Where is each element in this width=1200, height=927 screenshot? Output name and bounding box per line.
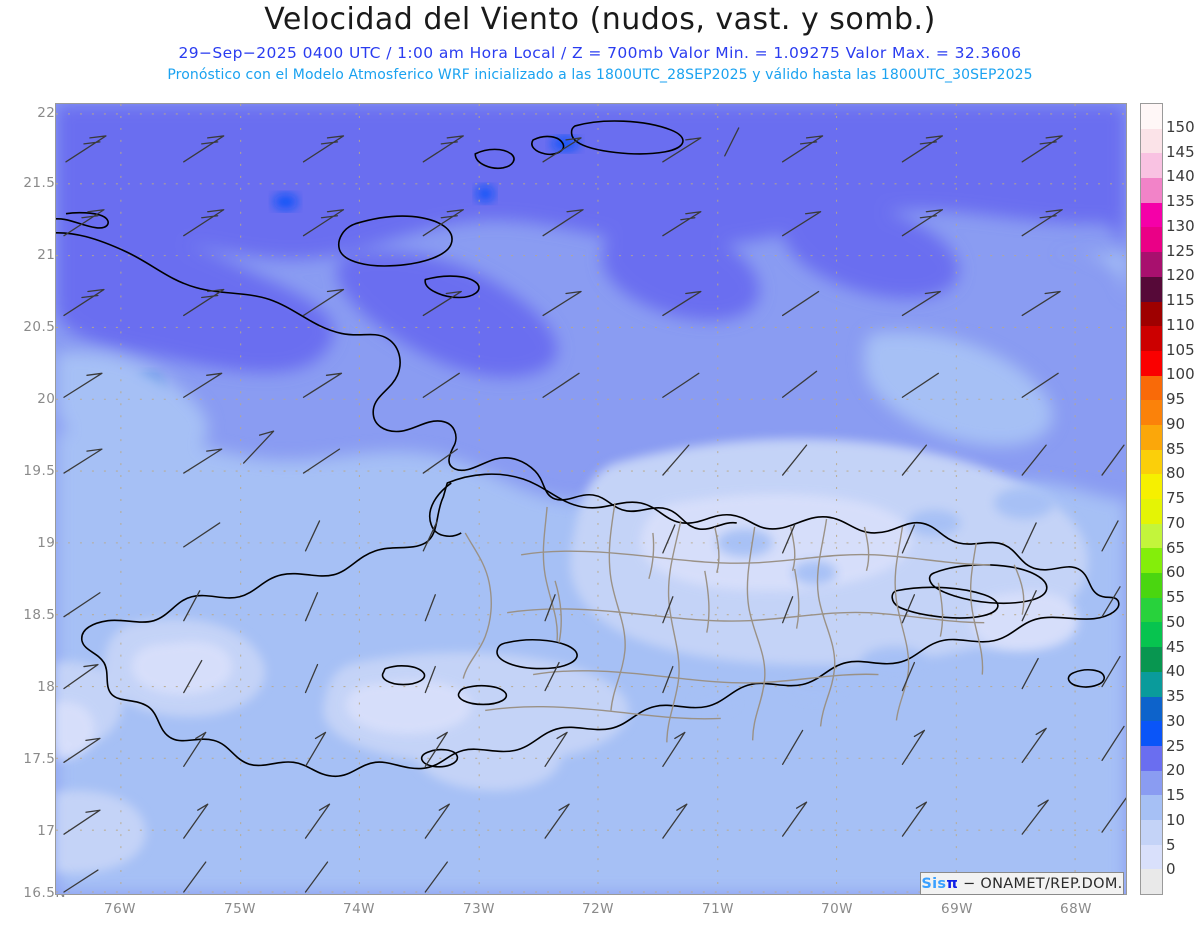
x-tick-label: 76W (103, 901, 137, 917)
colorbar-segment (1141, 449, 1162, 475)
wind-barbs (63, 127, 1126, 893)
y-tick-label: 21.5N (23, 175, 66, 191)
colorbar-segment (1141, 721, 1162, 746)
map-gridlines (56, 104, 1126, 894)
y-tick-label: 18.5N (23, 607, 66, 623)
colorbar-tick-label: 25 (1166, 736, 1186, 755)
colorbar-segment (1141, 350, 1162, 376)
colorbar-segment (1141, 647, 1162, 672)
colorbar-tick-label: 0 (1166, 860, 1176, 879)
colorbar-segment (1141, 326, 1162, 351)
colorbar-tick-label: 75 (1166, 489, 1186, 507)
province-borders (462, 502, 1025, 743)
colorbar-segment (1141, 671, 1162, 697)
colorbar-tick-label: 125 (1166, 241, 1195, 260)
x-tick-label: 69W (940, 901, 974, 917)
colorbar-labels: 150 145 140 135 130 125 120 115 110 105 100 95 90 85 8… (1166, 103, 1200, 895)
colorbar-segment (1141, 696, 1162, 722)
colorbar-segment (1141, 252, 1162, 277)
colorbar-segment (1141, 795, 1162, 820)
colorbar-segment (1141, 424, 1162, 450)
x-tick-label: 70W (820, 901, 854, 917)
colorbar-segment (1141, 819, 1162, 845)
colorbar-tick-label: 50 (1166, 612, 1186, 631)
colorbar-tick-label: 85 (1166, 439, 1186, 458)
colorbar-segment (1141, 301, 1162, 327)
colorbar-segment (1141, 597, 1162, 623)
chart-header: Velocidad del Viento (nudos, vast. y som… (0, 0, 1200, 95)
map-canvas (56, 104, 1126, 894)
colorbar-segment (1141, 128, 1162, 154)
x-tick-label: 71W (701, 901, 735, 917)
colorbar-segment (1141, 770, 1162, 796)
colorbar-tick-label: 150 (1166, 117, 1195, 136)
y-tick-label: 17.5N (23, 751, 66, 767)
colorbar-segment (1141, 276, 1162, 302)
colorbar-tick-label: 135 (1166, 192, 1195, 210)
colorbar-tick-label: 95 (1166, 390, 1186, 408)
colorbar-tick-label: 130 (1166, 216, 1195, 235)
logo-agency-text: − ONAMET/REP.DOM. (963, 875, 1123, 892)
colorbar-tick-label: 55 (1166, 588, 1186, 606)
logo-sis-text: Sis (921, 875, 947, 892)
colorbar-tick-label: 90 (1166, 414, 1186, 433)
colorbar-segment (1141, 104, 1162, 129)
colorbar-segment (1141, 548, 1162, 574)
x-tick-label: 73W (462, 901, 496, 917)
colorbar-segment (1141, 153, 1162, 179)
colorbar-tick-label: 100 (1166, 365, 1195, 384)
colorbar-tick-label: 10 (1166, 810, 1186, 829)
colorbar-segment (1141, 178, 1162, 203)
colorbar-segment (1141, 227, 1162, 253)
colorbar-segment (1141, 573, 1162, 598)
x-tick-label: 74W (342, 901, 376, 917)
colorbar-tick-label: 30 (1166, 711, 1186, 730)
colorbar-segment (1141, 202, 1162, 228)
colorbar-tick-label: 15 (1166, 786, 1186, 804)
colorbar-tick-label: 80 (1166, 464, 1186, 483)
colorbar-tick-label: 60 (1166, 563, 1186, 582)
colorbar-tick-label: 5 (1166, 835, 1176, 854)
y-tick-label: 16.5N (23, 885, 66, 901)
colorbar-segment (1141, 375, 1162, 401)
y-tick-label: 19.5N (23, 463, 66, 479)
model-info-line: Pronóstico con el Modelo Atmosferico WRF… (167, 67, 1033, 83)
colorbar-tick-label: 45 (1166, 637, 1186, 656)
x-tick-label: 75W (223, 901, 257, 917)
forecast-meta-line: 29−Sep−2025 0400 UTC / 1:00 am Hora Loca… (178, 44, 1022, 62)
colorbar-tick-label: 140 (1166, 167, 1195, 186)
colorbar-tick-label: 105 (1166, 340, 1195, 359)
colorbar-segment (1141, 474, 1162, 499)
colorbar-segment (1141, 745, 1162, 771)
colorbar-tick-label: 145 (1166, 142, 1195, 161)
windspeed-shading (56, 104, 1126, 894)
colorbar-segment (1141, 622, 1162, 648)
colorbar-tick-label: 35 (1166, 687, 1186, 705)
y-tick-label: 20.5N (23, 319, 66, 335)
attribution-logo: Sis π − ONAMET/REP.DOM. (920, 872, 1124, 895)
coastlines (56, 120, 1120, 778)
x-tick-label: 72W (581, 901, 615, 917)
colorbar-tick-label: 110 (1166, 315, 1195, 334)
colorbar-tick-label: 70 (1166, 513, 1186, 532)
colorbar-tick-label: 115 (1166, 291, 1195, 309)
colorbar-segment (1141, 523, 1162, 549)
colorbar-segment (1141, 499, 1162, 524)
colorbar-tick-label: 120 (1166, 266, 1195, 285)
colorbar[interactable] (1140, 103, 1163, 895)
colorbar-tick-label: 40 (1166, 662, 1186, 681)
colorbar-segment (1141, 844, 1162, 870)
logo-pi-symbol: π (946, 875, 959, 892)
colorbar-tick-label: 20 (1166, 761, 1186, 780)
colorbar-segment (1141, 869, 1162, 894)
plot-area: 22N 21.5N 21N 20.5N 20N 19.5N 19N 18.5N 18N 17.5N… (0, 95, 1200, 927)
colorbar-segment (1141, 400, 1162, 425)
colorbar-tick-label: 65 (1166, 538, 1186, 557)
page-title: Velocidad del Viento (nudos, vast. y som… (264, 2, 936, 37)
weather-map[interactable] (55, 103, 1127, 895)
x-tick-label: 68W (1059, 901, 1093, 917)
